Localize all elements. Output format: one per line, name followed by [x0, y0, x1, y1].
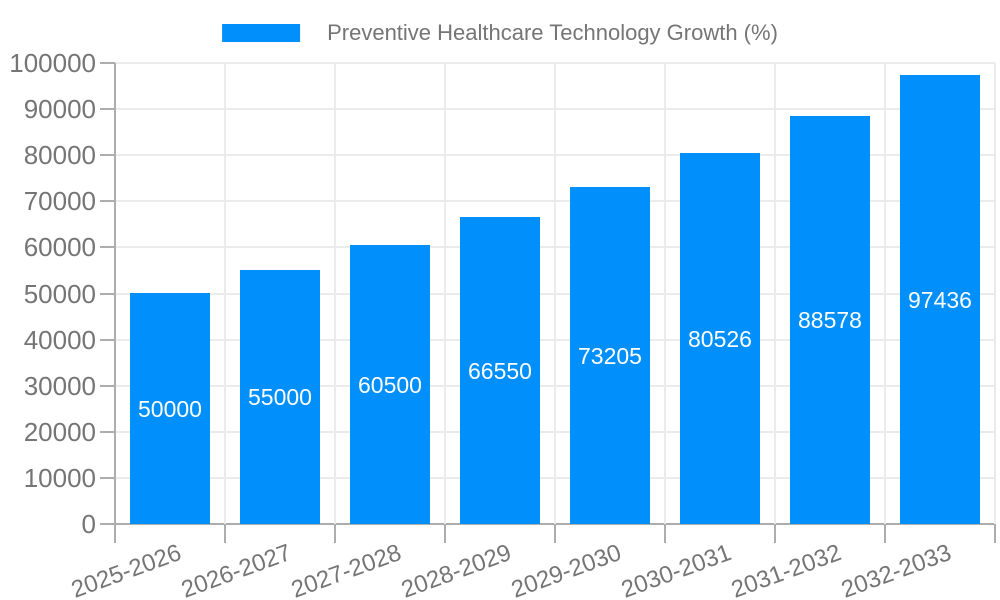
x-axis-tick	[774, 524, 776, 543]
y-axis-tick	[100, 385, 115, 387]
y-axis-tick	[100, 246, 115, 248]
y-axis-tick	[100, 477, 115, 479]
bar[interactable]	[680, 153, 760, 524]
bar[interactable]	[790, 116, 870, 524]
y-axis-tick	[100, 108, 115, 110]
y-axis-tick	[100, 293, 115, 295]
bar-value-label: 50000	[138, 396, 202, 422]
y-axis-tick-label: 30000	[23, 371, 96, 401]
legend[interactable]: Preventive Healthcare Technology Growth …	[222, 20, 778, 46]
y-axis-tick-label: 0	[81, 509, 96, 539]
v-gridline	[224, 63, 226, 524]
bar-value-label: 88578	[798, 307, 862, 333]
v-gridline	[884, 63, 886, 524]
v-gridline	[994, 63, 996, 524]
x-axis-tick	[884, 524, 886, 543]
x-axis-tick	[444, 524, 446, 543]
v-gridline	[444, 63, 446, 524]
y-axis-tick-label: 40000	[23, 325, 96, 355]
y-axis-tick-label: 90000	[23, 94, 96, 124]
y-axis-tick	[100, 339, 115, 341]
y-axis-tick-label: 100000	[9, 48, 96, 78]
legend-series-label: Preventive Healthcare Technology Growth …	[327, 20, 778, 45]
legend-swatch	[222, 24, 301, 42]
x-axis-tick	[554, 524, 556, 543]
x-axis-tick	[334, 524, 336, 543]
bar-value-label: 60500	[358, 372, 422, 398]
y-axis-tick-label: 70000	[23, 186, 96, 216]
v-gridline	[774, 63, 776, 524]
bar-value-label: 66550	[468, 358, 532, 384]
bar-value-label: 80526	[688, 326, 752, 352]
bar[interactable]	[130, 293, 210, 524]
v-gridline	[334, 63, 336, 524]
x-axis-tick	[664, 524, 666, 543]
y-axis-tick	[100, 62, 115, 64]
bar[interactable]	[350, 245, 430, 524]
y-axis-tick-label: 20000	[23, 417, 96, 447]
y-axis-tick-label: 80000	[23, 140, 96, 170]
x-axis-tick	[994, 524, 996, 543]
y-axis-tick	[100, 431, 115, 433]
bar-value-label: 73205	[578, 343, 642, 369]
bar[interactable]	[460, 217, 540, 524]
v-gridline	[664, 63, 666, 524]
v-gridline	[554, 63, 556, 524]
y-axis-tick-label: 50000	[23, 279, 96, 309]
y-axis-tick-label: 10000	[23, 463, 96, 493]
bar[interactable]	[570, 187, 650, 524]
bar[interactable]	[240, 270, 320, 524]
x-axis-tick	[224, 524, 226, 543]
x-axis-tick	[114, 524, 116, 543]
y-axis-line	[114, 63, 116, 524]
y-axis-tick	[100, 154, 115, 156]
bar-value-label: 55000	[248, 384, 312, 410]
y-axis-tick	[100, 523, 115, 525]
bar[interactable]	[900, 75, 980, 524]
y-axis-tick	[100, 200, 115, 202]
y-axis-tick-label: 60000	[23, 232, 96, 262]
bar-value-label: 97436	[908, 287, 972, 313]
